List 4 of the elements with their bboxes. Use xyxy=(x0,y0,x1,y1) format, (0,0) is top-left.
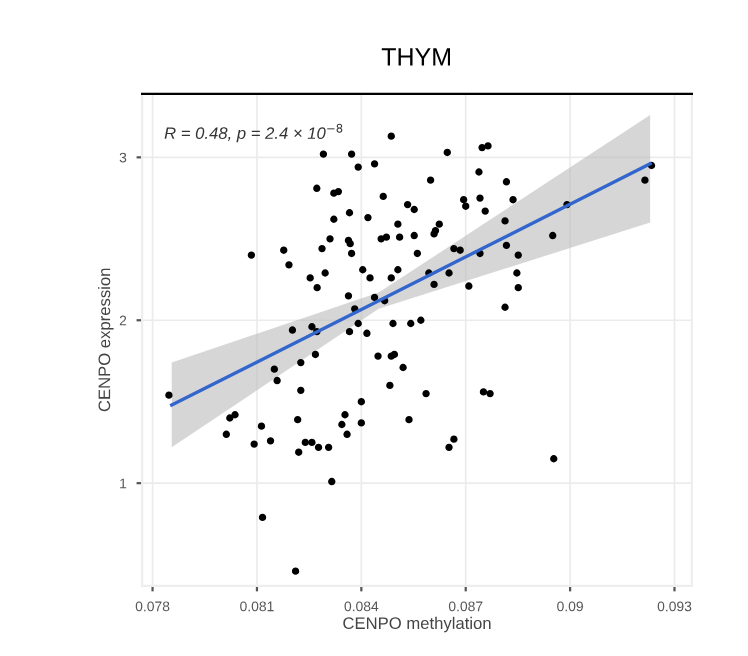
chart-title: THYM xyxy=(381,48,450,66)
y-axis-title: CENPO expression xyxy=(98,268,114,412)
x-axis-title: CENPO methylation xyxy=(343,616,491,633)
annotation: R = 0.48, p = 2.4 × 10$^{−8}$ xyxy=(164,123,343,143)
